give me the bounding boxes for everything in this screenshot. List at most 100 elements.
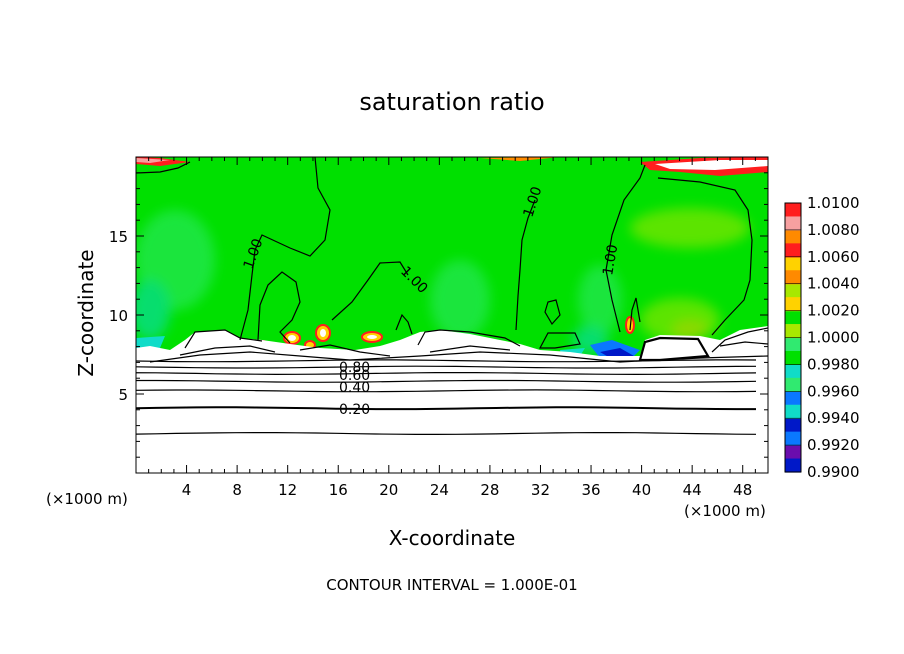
layer-contour (136, 372, 757, 376)
colorbar-swatch (785, 216, 801, 224)
subsaturated-region (136, 326, 768, 473)
x-tick-label: 44 (683, 481, 702, 499)
colorbar-label: 1.0080 (807, 221, 860, 239)
cloud-edge-core (367, 335, 377, 339)
contour-label: 0.20 (339, 402, 370, 418)
cloud-contour (711, 327, 768, 353)
x-tick-label: 28 (480, 481, 499, 499)
layer-contour (136, 406, 756, 411)
colorbar-swatch (785, 418, 801, 426)
cloud-contour (429, 345, 511, 353)
field-tint (430, 260, 490, 340)
cloud-contour (299, 344, 391, 357)
colorbar: 0.9900 0.9920 0.9940 0.9960 0.9980 1.0000 1.00… (784, 194, 860, 481)
x-tick-label: 4 (182, 481, 192, 499)
colorbar-swatch (785, 229, 801, 238)
top-streak (136, 158, 170, 163)
cloud-edge-core (288, 335, 296, 341)
colorbar-label: 0.9960 (807, 382, 860, 400)
dry-patch (136, 336, 165, 350)
contour-interval-note: CONTOUR INTERVAL = 1.000E-01 (326, 576, 578, 594)
x-tick-label: 8 (232, 481, 242, 499)
colorbar-swatch (785, 364, 801, 372)
colorbar-swatch (785, 310, 801, 318)
x-tick-label: 20 (379, 481, 398, 499)
contour-1-00 (657, 177, 753, 336)
colorbar-swatch (785, 236, 801, 244)
contour-label: 1.00 (600, 243, 621, 276)
x-unit-label-right: (×1000 m) (684, 502, 766, 520)
cloud-contour (179, 345, 276, 356)
layer-contour (136, 389, 757, 393)
x-axis-label: X-coordinate (388, 526, 516, 550)
colorbar-swatch (785, 438, 801, 446)
colorbar-swatch (785, 377, 801, 386)
x-tick-label: 32 (531, 481, 550, 499)
colorbar-swatch (785, 263, 801, 271)
contour-1-00 (629, 297, 641, 331)
x-tick-label: 24 (430, 481, 449, 499)
colorbar-swatch (785, 303, 801, 312)
layer-contour (136, 432, 757, 435)
field-tint (578, 265, 622, 335)
y-tick-label: 15 (109, 228, 128, 246)
colorbar-swatch (785, 404, 801, 413)
contour-1-00 (395, 313, 413, 335)
colorbar-label: 0.9920 (807, 436, 860, 454)
colorbar-swatch (785, 431, 801, 439)
colorbar-swatch (785, 337, 801, 345)
colorbar-swatch (785, 424, 801, 433)
x-tick-label: 12 (278, 481, 297, 499)
colorbar-swatch (785, 290, 801, 298)
colorbar-label: 1.0100 (807, 194, 860, 212)
layer-contour (136, 359, 757, 363)
colorbar-label: 0.9900 (807, 463, 860, 481)
colorbar-swatch (785, 398, 801, 406)
contour-label: 0.60 (339, 368, 370, 384)
colorbar-swatch (785, 384, 801, 392)
colorbar-swatch (785, 270, 801, 278)
x-unit-label-left: (×1000 m) (46, 490, 128, 508)
colorbar-swatch (785, 411, 801, 419)
layer-contour (136, 379, 757, 383)
cloud-contour (184, 329, 263, 349)
colorbar-swatch (785, 458, 801, 466)
contour-1-00 (257, 271, 301, 344)
colorbar-swatch (785, 371, 801, 379)
x-tick-label: 48 (733, 481, 752, 499)
y-tick-label: 10 (109, 307, 128, 325)
colorbar-label: 1.0060 (807, 248, 860, 266)
colorbar-swatch (785, 451, 801, 460)
colorbar-swatch (785, 445, 801, 453)
contour-1-00 (605, 164, 646, 333)
colorbar-swatch (785, 297, 801, 305)
x-tick-label: 16 (329, 481, 348, 499)
colorbar-swatch (785, 330, 801, 339)
contour-1-00 (136, 161, 191, 174)
contour-label: 0.80 (339, 360, 370, 376)
field-tint (630, 208, 750, 248)
chart-title: saturation ratio (359, 88, 545, 116)
cloud-edge-core (320, 329, 326, 337)
colorbar-swatch (785, 357, 801, 365)
cloud-contour (417, 329, 521, 347)
contour-1-00 (544, 299, 561, 326)
colorbar-swatch (785, 465, 801, 473)
top-streak (655, 160, 768, 170)
x-tick-label: 36 (581, 481, 600, 499)
field-tint (136, 280, 170, 340)
colorbar-swatch (785, 203, 801, 211)
colorbar-swatch (785, 243, 801, 251)
colorbar-label: 0.9980 (807, 355, 860, 373)
colorbar-swatch (785, 324, 801, 332)
cloud-contour (539, 332, 581, 349)
colorbar-swatch (785, 223, 801, 231)
colorbar-swatch (785, 391, 801, 399)
cloud-contour (719, 341, 768, 347)
colorbar-swatch (785, 317, 801, 325)
colorbar-swatch (785, 283, 801, 292)
colorbar-swatch (785, 344, 801, 352)
contour-1-00 (331, 261, 409, 321)
colorbar-swatch (785, 276, 801, 285)
colorbar-swatch (785, 350, 801, 359)
